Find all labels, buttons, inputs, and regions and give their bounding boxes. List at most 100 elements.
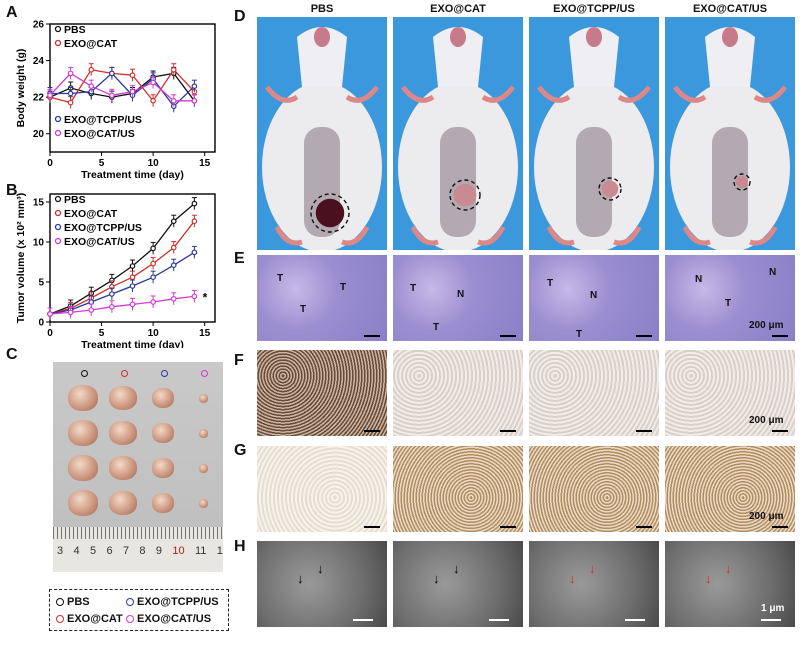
group-marker: [121, 370, 128, 377]
data-point: [67, 70, 74, 77]
data-point: [170, 244, 177, 251]
arrow-icon: ↓: [453, 561, 460, 576]
scale-bar: [489, 619, 509, 621]
arrow-icon: ↓: [705, 571, 712, 586]
data-point: [88, 307, 95, 313]
x-axis-label: Treatment time (day): [81, 339, 184, 348]
region-label: T: [433, 322, 440, 333]
ihc-f-tile: [529, 350, 659, 436]
scale-bar: [772, 335, 788, 337]
legend-label: EXO@CAT: [64, 208, 118, 220]
legend-marker: [54, 195, 62, 203]
series-line: [50, 72, 195, 108]
tumor-sample: [68, 455, 98, 481]
x-tick-label: 10: [148, 328, 160, 339]
mouse-illustration: [393, 17, 523, 250]
x-tick-label: 10: [148, 158, 160, 169]
data-point: [129, 274, 136, 281]
region-label: N: [695, 274, 703, 285]
scale-bar: [500, 430, 516, 432]
region-label: T: [725, 298, 732, 309]
legend-label: EXO@CAT/US: [64, 236, 135, 248]
legend-marker: [54, 25, 62, 33]
arrow-icon: ↓: [317, 561, 324, 576]
tumor-sample: [109, 421, 137, 445]
data-point: [150, 98, 156, 104]
series-line: [49, 72, 195, 102]
ruler-number: 1: [216, 545, 223, 557]
region-label: T: [300, 304, 307, 315]
y-axis-label: Body weight (g): [15, 49, 27, 128]
series-line: [49, 220, 195, 315]
ihc-g-tile: [257, 446, 387, 532]
y-tick-label: 24: [33, 56, 45, 67]
scale-label: 1 μm: [761, 603, 785, 614]
arrow-icon: ↓: [589, 561, 596, 576]
legend-marker: [54, 115, 62, 123]
ruler-number: 11: [195, 545, 207, 557]
series-line: [49, 203, 195, 315]
col-header-exo-tcpp-us: EXO@TCPP/US: [553, 3, 635, 15]
y-tick-label: 0: [38, 318, 44, 329]
col-header-exo-cat-us: EXO@CAT/US: [692, 3, 768, 15]
ihc-g-tile: [529, 446, 659, 532]
ihc-g-tile: 200 μm: [665, 446, 795, 532]
ruler-number: 6: [106, 545, 113, 557]
legend-label: EXO@TCPP/US: [64, 114, 142, 126]
panel-label-a: A: [6, 4, 18, 21]
data-point: [47, 92, 53, 99]
scale-bar: [364, 430, 380, 432]
legend-label: EXO@CAT: [64, 38, 118, 50]
series-line: [49, 251, 195, 315]
legend-exo-tcpp-us: EXO@TCPP/US: [126, 596, 219, 608]
ruler-number: 7: [122, 545, 130, 557]
data-point: [129, 301, 136, 308]
tem-tile: ↓ ↓: [529, 541, 659, 627]
data-point: [150, 299, 156, 305]
legend-label: PBS: [64, 24, 86, 36]
tumor-sample: [109, 491, 137, 515]
ruler-number: 4: [73, 545, 80, 557]
scale-bar: [364, 526, 380, 528]
tem-tile: ↓ ↓: [393, 541, 523, 627]
data-point: [129, 88, 136, 95]
region-label: N: [457, 289, 465, 300]
legend-marker: [54, 223, 62, 231]
legend-pbs: PBS: [56, 596, 90, 608]
data-point: [109, 92, 115, 99]
col-header-exo-cat: EXO@CAT: [430, 3, 486, 15]
x-tick-label: 5: [99, 158, 105, 169]
tumor-volume-chart: 0 5 10 15 0 5 10 15 Treatment time (day) Tumor vo…: [15, 193, 216, 348]
he-stain-tile: T N T: [393, 255, 523, 341]
region-label: T: [547, 278, 554, 289]
tumor-sample: [152, 493, 174, 513]
tumor-sample: [109, 386, 137, 410]
body-weight-chart: 0 5 10 15 20 22 24 26 Treatment time (day) Body w…: [15, 20, 216, 180]
ihc-f-tile: [257, 350, 387, 436]
data-point: [150, 274, 156, 281]
tumor-sample: [198, 463, 208, 473]
ihc-g-tile: [393, 446, 523, 532]
region-label: N: [769, 267, 777, 278]
series-line: [49, 68, 195, 104]
scale-bar: [636, 335, 652, 337]
y-tick-label: 22: [33, 93, 45, 104]
tem-tile: ↓ ↓: [257, 541, 387, 627]
legend-exo-cat-us: EXO@CAT/US: [126, 613, 211, 625]
mouse-illustration: [257, 17, 387, 250]
data-point: [170, 98, 177, 104]
panel-label-e: E: [234, 250, 245, 267]
mouse-photo: [393, 17, 523, 250]
y-axis-label: Tumor volume (x 10² mm³): [15, 193, 27, 324]
data-point: [88, 83, 95, 89]
tumor-sample: [68, 385, 98, 411]
scale-label: 200 μm: [749, 320, 784, 331]
tumor-grid: [53, 362, 223, 527]
data-point: [150, 79, 156, 86]
panel-label-b: B: [6, 182, 18, 199]
y-tick-label: 26: [33, 20, 45, 31]
data-point: [109, 70, 115, 77]
tumor-sample: [68, 490, 98, 516]
panel-label-f: F: [234, 352, 244, 369]
mouse-illustration: [529, 17, 659, 250]
